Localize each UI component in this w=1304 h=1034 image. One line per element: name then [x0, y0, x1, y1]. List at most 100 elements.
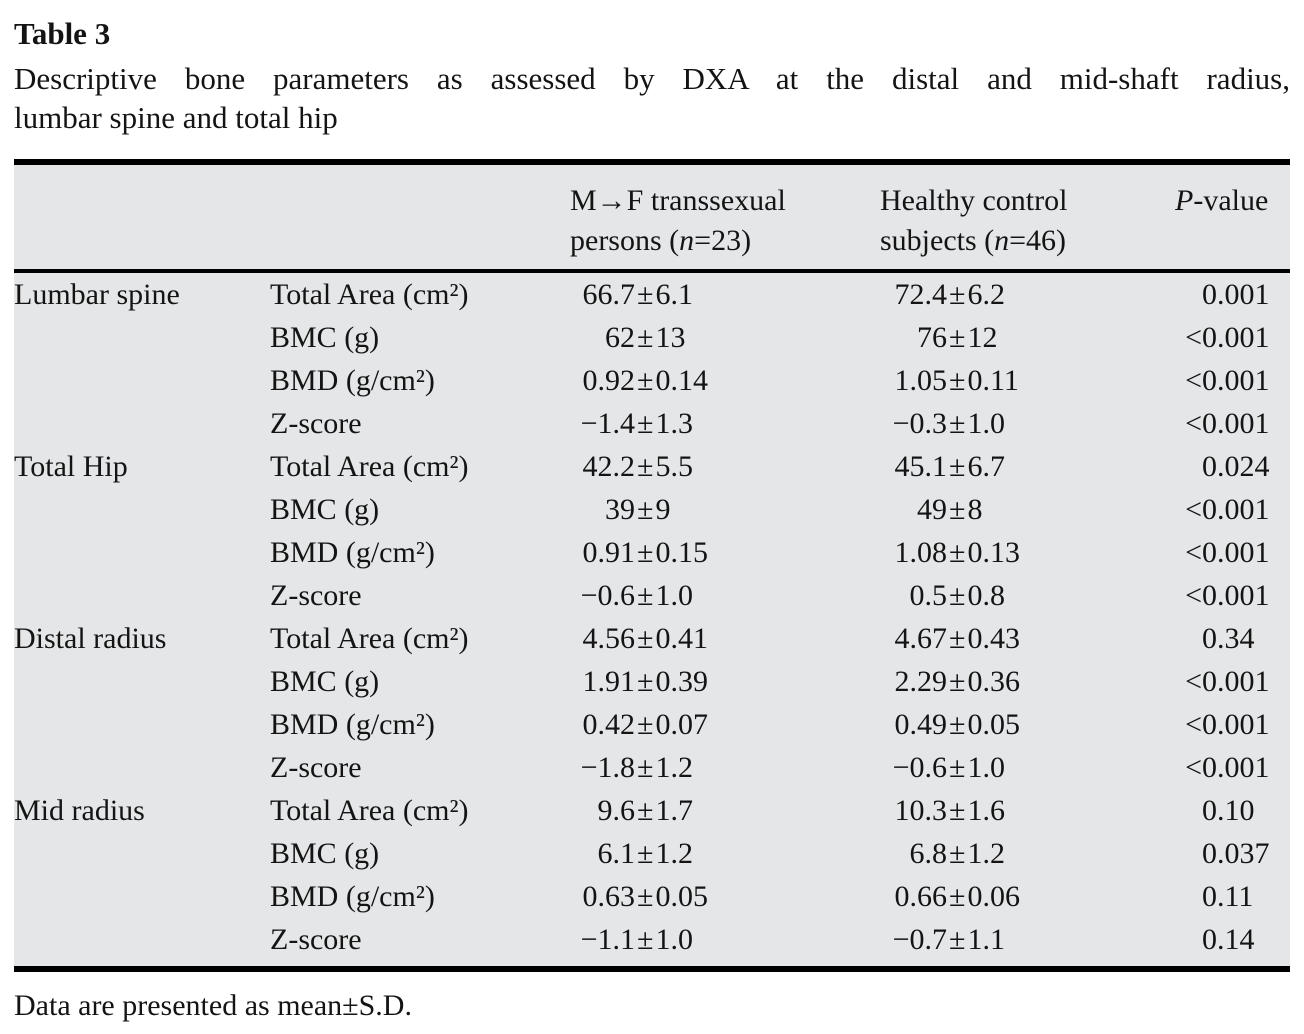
p-value-integer-part: 0	[1202, 450, 1217, 483]
sd-value: 6.2	[967, 278, 1005, 311]
p-value-integer-part: 0	[1202, 923, 1217, 956]
p-value-decimal-part: .001	[1217, 278, 1270, 311]
parameter-cell: Z-score	[270, 923, 362, 956]
site-cell	[14, 660, 270, 703]
sd-value: 0.11	[967, 364, 1019, 397]
p-value-integer-part: <0	[1185, 364, 1217, 397]
p-value-decimal-part: .001	[1217, 493, 1270, 526]
mean-value: 1.91	[582, 665, 636, 698]
site-cell	[14, 574, 270, 617]
control-value-cell: 76±12	[880, 316, 1175, 359]
p-value-decimal-part: .001	[1217, 708, 1270, 741]
plus-minus-sign: ±	[637, 364, 654, 397]
parameter-cell: BMC (g)	[270, 321, 380, 354]
site-cell: Mid radius	[14, 794, 145, 827]
plus-minus-sign: ±	[637, 622, 654, 655]
p-value-cell: 0.001	[1175, 273, 1290, 316]
p-value-cell: 0.34	[1175, 617, 1290, 660]
plus-minus-sign: ±	[949, 622, 966, 655]
mean-value: 4.56	[582, 622, 636, 655]
n-symbol: n	[679, 224, 695, 257]
header-p-value: P-value	[1175, 181, 1290, 261]
plus-minus-sign: ±	[949, 450, 966, 483]
mean-value: 0.42	[582, 708, 636, 741]
p-value-cell: 0.14	[1175, 918, 1290, 961]
header-transsexual-line1: M→F transsexual	[570, 184, 786, 217]
table-row: Lumbar spine Total Area (cm²) 66.7±6.1 72.4…	[14, 273, 1290, 316]
parameter-cell: Total Area (cm²)	[270, 794, 469, 827]
sd-value: 1.0	[655, 579, 693, 612]
header-control-group: Healthy control subjects (n=46)	[880, 181, 1175, 261]
plus-minus-sign: ±	[949, 321, 966, 354]
parameter-cell: BMC (g)	[270, 837, 380, 870]
sd-value: 0.05	[655, 880, 708, 913]
table-label: Table 3	[14, 16, 111, 51]
header-transsexual-group: M→F transsexual persons (n=23)	[570, 181, 880, 261]
mean-value: 0.91	[582, 536, 636, 569]
plus-minus-sign: ±	[637, 536, 654, 569]
control-value-cell: 1.05±0.11	[880, 359, 1175, 402]
plus-minus-sign: ±	[637, 837, 654, 870]
transsexual-value-cell: −1.1±1.0	[570, 918, 880, 961]
mean-value: 0.92	[582, 364, 636, 397]
plus-minus-sign: ±	[637, 579, 654, 612]
mean-value: 62	[605, 321, 635, 354]
mean-value: −1.4	[580, 407, 635, 440]
plus-minus-sign: ±	[949, 708, 966, 741]
site-cell	[14, 488, 270, 531]
control-value-cell: −0.6±1.0	[880, 746, 1175, 789]
transsexual-value-cell: 39±9	[570, 488, 880, 531]
control-value-cell: 4.67±0.43	[880, 617, 1175, 660]
plus-minus-sign: ±	[949, 837, 966, 870]
transsexual-value-cell: 42.2±5.5	[570, 445, 880, 488]
mean-value: 6.1	[597, 837, 636, 870]
transsexual-value-cell: 0.63±0.05	[570, 875, 880, 918]
mean-value: −1.8	[580, 751, 635, 784]
p-value-cell: <0.001	[1175, 746, 1290, 789]
n-symbol: n	[994, 224, 1010, 257]
control-value-cell: 72.4±6.2	[880, 273, 1175, 316]
sd-value: 1.2	[655, 751, 693, 784]
plus-minus-sign: ±	[637, 321, 654, 354]
sd-value: 0.14	[655, 364, 708, 397]
p-value-decimal-part: .001	[1217, 321, 1270, 354]
mean-value: −0.3	[892, 407, 947, 440]
transsexual-value-cell: 4.56±0.41	[570, 617, 880, 660]
p-value-decimal-part: .024	[1217, 450, 1270, 483]
parameter-cell: BMD (g/cm²)	[270, 708, 435, 741]
p-value-integer-part: 0	[1202, 622, 1217, 655]
parameter-cell: BMD (g/cm²)	[270, 364, 435, 397]
mean-value: 4.67	[894, 622, 948, 655]
p-value-cell: <0.001	[1175, 574, 1290, 617]
control-value-cell: 45.1±6.7	[880, 445, 1175, 488]
header-control-line2-post: =46)	[1009, 224, 1067, 257]
header-transsexual-line2: persons (n=23)	[570, 221, 880, 261]
sd-value: 12	[967, 321, 998, 354]
table-row: BMD (g/cm²) 0.63±0.05 0.66±0.06 0.11	[14, 875, 1290, 918]
plus-minus-sign: ±	[949, 536, 966, 569]
sd-value: 5.5	[655, 450, 693, 483]
parameter-cell: Total Area (cm²)	[270, 450, 469, 483]
p-value-integer-part: 0	[1202, 278, 1217, 311]
mean-value: 0.49	[894, 708, 948, 741]
site-cell: Lumbar spine	[14, 278, 180, 311]
sd-value: 9	[655, 493, 671, 526]
control-value-cell: −0.7±1.1	[880, 918, 1175, 961]
p-value-decimal-part: .001	[1217, 665, 1270, 698]
plus-minus-sign: ±	[637, 923, 654, 956]
header-parameter-column	[270, 181, 570, 261]
p-value-decimal-part: .14	[1217, 923, 1255, 956]
plus-minus-sign: ±	[637, 794, 654, 827]
control-value-cell: 49±8	[880, 488, 1175, 531]
sd-value: 0.36	[967, 665, 1020, 698]
mean-value: 1.05	[894, 364, 948, 397]
p-value-cell: <0.001	[1175, 359, 1290, 402]
transsexual-value-cell: 9.6±1.7	[570, 789, 880, 832]
site-cell	[14, 746, 270, 789]
p-value-integer-part: 0	[1202, 880, 1217, 913]
p-value-integer-part: 0	[1202, 837, 1217, 870]
sd-value: 0.05	[967, 708, 1020, 741]
table-row: BMD (g/cm²) 0.92±0.14 1.05±0.11 <0.001	[14, 359, 1290, 402]
site-cell: Total Hip	[14, 450, 128, 483]
